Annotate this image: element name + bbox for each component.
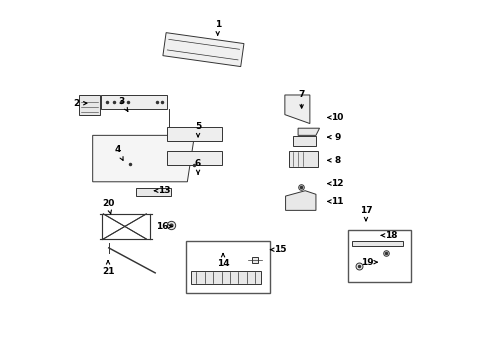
Polygon shape [190, 271, 260, 284]
Text: 3: 3 [118, 97, 127, 111]
Text: 6: 6 [195, 159, 201, 174]
Bar [101, 95, 166, 109]
Bar [288, 152, 317, 167]
Text: 2: 2 [73, 99, 87, 108]
Text: 5: 5 [195, 122, 201, 137]
Bar [185, 241, 269, 293]
Text: 9: 9 [327, 132, 340, 141]
Polygon shape [351, 241, 403, 246]
Text: 10: 10 [327, 113, 343, 122]
Text: 7: 7 [298, 90, 304, 108]
Text: 17: 17 [359, 206, 371, 221]
Text: 1: 1 [214, 20, 221, 35]
Bar [347, 230, 410, 282]
Text: 8: 8 [327, 156, 340, 165]
Text: 15: 15 [270, 245, 286, 254]
Text: 14: 14 [216, 253, 229, 269]
Bar [166, 127, 222, 141]
Text: 13: 13 [154, 186, 170, 195]
Text: 19: 19 [361, 258, 377, 267]
Bar [80, 95, 100, 115]
Bar [135, 188, 171, 196]
Text: 12: 12 [327, 179, 343, 188]
Text: 20: 20 [102, 199, 114, 214]
Polygon shape [298, 128, 319, 135]
Text: 18: 18 [381, 231, 396, 240]
Polygon shape [285, 191, 315, 210]
Text: 16: 16 [156, 222, 172, 231]
Polygon shape [93, 135, 194, 182]
Text: 11: 11 [327, 197, 343, 206]
Bar [166, 151, 222, 165]
Text: 4: 4 [114, 145, 123, 160]
Text: 21: 21 [102, 261, 114, 276]
Bar [163, 33, 244, 67]
Polygon shape [285, 95, 309, 123]
Bar [292, 136, 315, 146]
